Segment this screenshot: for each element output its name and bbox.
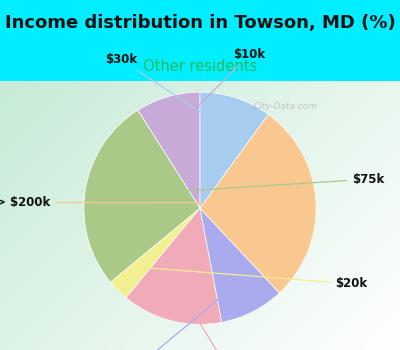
Text: > $200k: > $200k <box>0 196 281 209</box>
Text: $20k: $20k <box>144 268 367 290</box>
Wedge shape <box>110 208 200 298</box>
Text: $30k: $30k <box>105 53 224 127</box>
Wedge shape <box>84 110 200 282</box>
Wedge shape <box>200 114 316 293</box>
Wedge shape <box>126 208 222 324</box>
Wedge shape <box>200 208 280 322</box>
Text: City-Data.com: City-Data.com <box>253 102 317 111</box>
Text: Income distribution in Towson, MD (%): Income distribution in Towson, MD (%) <box>5 14 395 32</box>
Text: $10k: $10k <box>179 48 265 126</box>
Text: $125k: $125k <box>112 285 236 350</box>
Wedge shape <box>138 92 200 208</box>
Text: $75k: $75k <box>120 173 384 195</box>
Text: Other residents: Other residents <box>143 58 257 74</box>
Text: $150k: $150k <box>181 292 249 350</box>
Wedge shape <box>200 92 268 208</box>
